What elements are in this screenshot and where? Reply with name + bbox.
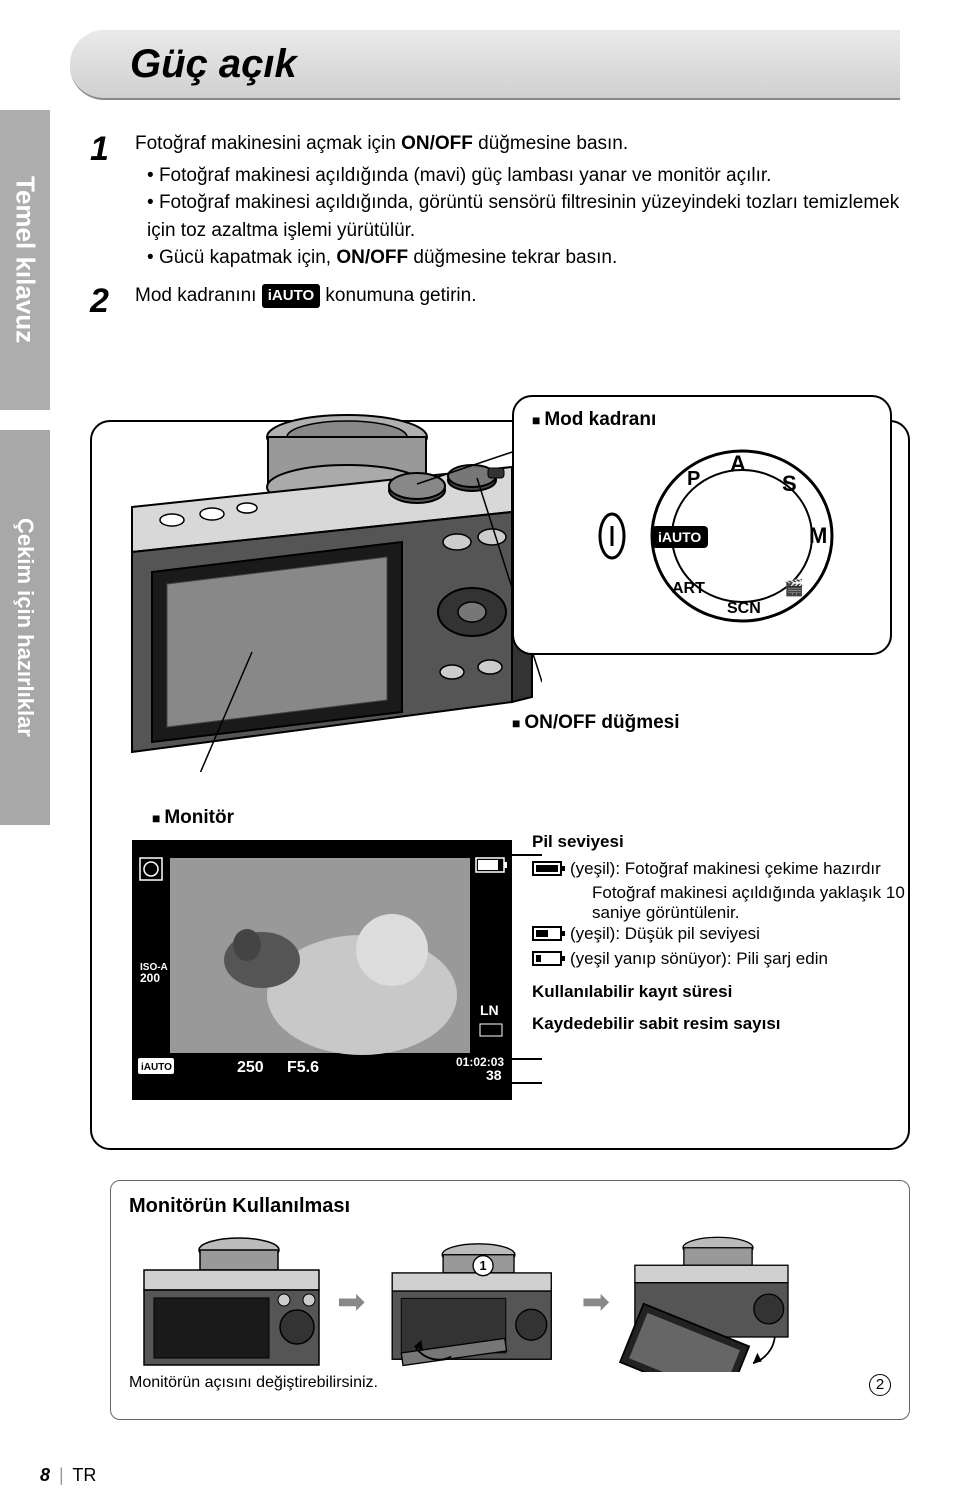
monitor-usage-box: Monitörün Kullanılması ➡ [110,1180,910,1420]
svg-text:M: M [809,523,827,548]
svg-text:250: 250 [237,1059,264,1076]
sidebar-tab-shooting-prep: Çekim için hazırlıklar [0,430,50,825]
usage-camera-1 [129,1232,329,1372]
page-number: 8 [40,1465,50,1485]
svg-text:1: 1 [479,1258,486,1273]
svg-text:A: A [730,451,746,476]
usage-header: Monitörün Kullanılması [129,1195,891,1218]
mode-dial-icon: A S M 🎬 SCN ART P iAUTO [532,431,872,631]
page-lang: TR [72,1465,96,1485]
usage-camera-2: 1 [374,1232,574,1372]
step-body: Mod kadranını iAUTO konumuna getirin. [135,282,910,321]
battery-low-icon [532,951,562,966]
usage-illustrations: ➡ 1 ➡ [129,1232,891,1372]
sidebar-tab-basic-guide: Temel kılavuz [0,110,50,410]
svg-text:ART: ART [672,580,705,597]
steps-content: 1 Fotoğraf makinesini açmak için ON/OFF … [90,130,910,331]
svg-text:F5.6: F5.6 [287,1059,319,1076]
shots-label: Kaydedebilir sabit resim sayısı [532,1014,952,1034]
svg-text:SCN: SCN [727,600,761,617]
svg-text:P: P [687,468,700,490]
arrow-icon: ➡ [337,1282,366,1322]
camera-illustration [72,372,542,772]
page-footer: 8 | TR [40,1465,96,1486]
step-number: 1 [90,130,135,272]
diagram-box: ■ Mod kadranı A S M 🎬 SCN ART P iAUTO ON… [90,420,910,1150]
step-number: 2 [90,282,135,321]
battery-header: Pil seviyesi [532,832,952,852]
step1-bullet: Fotoğraf makinesi açıldığında (mavi) güç… [147,162,910,190]
page-title: Güç açık [130,42,297,87]
svg-text:iAUTO: iAUTO [658,529,701,545]
svg-text:38: 38 [486,1067,502,1083]
battery-full-icon [532,861,562,876]
monitor-info: Pil seviyesi (yeşil): Fotoğraf makinesi … [532,832,952,1034]
rec-time-label: Kullanılabilir kayıt süresi [532,982,952,1002]
callout-mode-dial: ■ Mod kadranı A S M 🎬 SCN ART P iAUTO [512,395,892,655]
svg-text:LN: LN [480,1002,499,1018]
step-2: 2 Mod kadranını iAUTO konumuna getirin. [90,282,910,321]
svg-text:iAUTO: iAUTO [141,1062,172,1073]
battery-half-icon [532,926,562,941]
usage-step-2: 2 [869,1374,891,1396]
step-body: Fotoğraf makinesini açmak için ON/OFF dü… [135,130,910,272]
usage-footer-text: Monitörün açısını değiştirebilirsiniz. [129,1374,378,1396]
step-1: 1 Fotoğraf makinesini açmak için ON/OFF … [90,130,910,272]
svg-text:200: 200 [140,971,160,985]
usage-camera-3 [618,1232,818,1372]
monitor-display: ISO-A 200 iAUTO 250 F5.6 LN 01:02:03 38 [132,840,512,1100]
step1-bullet: Gücü kapatmak için, ON/OFF düğmesine tek… [147,244,910,272]
callout-onoff: ON/OFF düğmesi [512,712,892,734]
iauto-badge: iAUTO [262,284,320,308]
callout-monitor: Monitör [152,807,234,829]
svg-text:🎬: 🎬 [784,578,804,597]
step1-bullet: Fotoğraf makinesi açıldığında, görüntü s… [147,189,910,244]
arrow-icon: ➡ [582,1282,611,1322]
svg-text:S: S [782,471,797,496]
page-title-bar: Güç açık [70,30,900,100]
